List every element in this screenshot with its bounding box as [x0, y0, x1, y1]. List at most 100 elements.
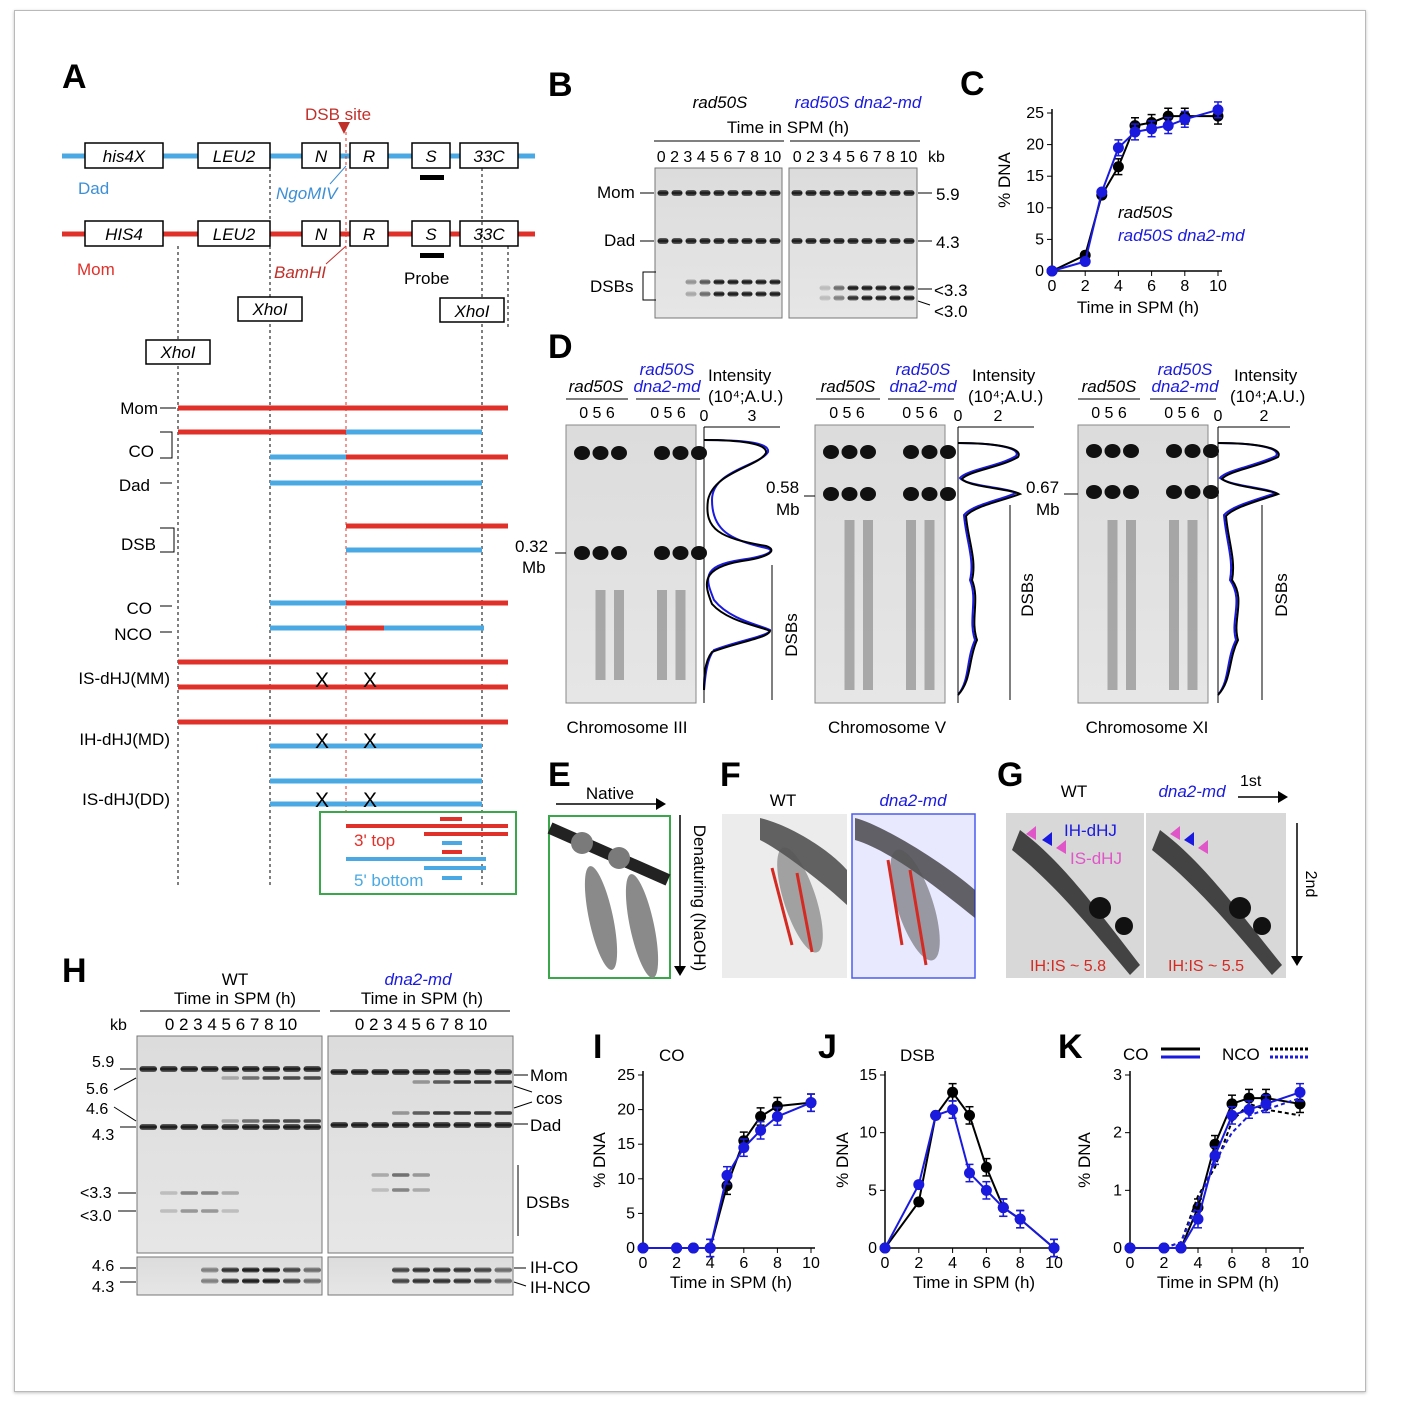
- k-ylabel: % DNA: [1075, 1131, 1094, 1187]
- gel-band: [741, 238, 753, 244]
- d-size: 0.67: [1026, 478, 1059, 497]
- gel-band: [303, 1076, 321, 1080]
- d-g2a: rad50S: [896, 360, 951, 379]
- gel-band: [283, 1119, 301, 1123]
- h-lanes: 0 2 3 4 5 6 7 8 10: [355, 1015, 487, 1034]
- gel-band: [847, 285, 859, 291]
- gel-band: [221, 1076, 239, 1080]
- row-label: CO: [127, 599, 153, 618]
- pfge-band: [1203, 485, 1219, 499]
- f-red-line: [770, 867, 794, 946]
- gel-band: [201, 1209, 219, 1213]
- d-g2b: dna2-md: [1151, 377, 1219, 396]
- gel-band: [875, 190, 887, 196]
- d-int-tick: 0: [1214, 408, 1223, 425]
- junction-x: X: [315, 789, 329, 812]
- gel-band: [139, 1066, 157, 1072]
- e-spot: [571, 832, 593, 854]
- panel-d-chr3: rad50S rad50S dna2-md 0 5 6 0 5 6 Intens…: [515, 360, 801, 737]
- gel-band: [699, 238, 711, 244]
- h-time-title: Time in SPM (h): [361, 989, 483, 1008]
- y-tick-label: 0: [626, 1240, 635, 1257]
- gel-band: [262, 1124, 280, 1130]
- b-band-dsbs: DSBs: [590, 277, 633, 296]
- d-chromosome: Chromosome XI: [1086, 718, 1209, 737]
- gel-band: [819, 238, 831, 244]
- data-point: [1014, 1213, 1026, 1225]
- d-int-tick: 3: [748, 408, 757, 425]
- gel-band: [847, 190, 859, 196]
- y-tick-label: 0: [1035, 263, 1044, 280]
- data-point: [980, 1184, 992, 1196]
- panel-label-i: I: [593, 1028, 602, 1066]
- pfge-band: [903, 445, 919, 459]
- y-tick-label: 10: [859, 1125, 877, 1142]
- data-point: [1179, 113, 1191, 125]
- row-label: Dad: [119, 476, 150, 495]
- pfge-band: [841, 445, 858, 459]
- panel-label-j: J: [818, 1028, 837, 1066]
- gel-band: [671, 190, 683, 196]
- gel-band: [474, 1278, 492, 1284]
- gel-band: [433, 1080, 451, 1084]
- dad-box-label: R: [363, 147, 375, 166]
- gel-band: [494, 1069, 512, 1075]
- mom-box-n: [301, 220, 341, 247]
- pfge-band: [1184, 444, 1201, 458]
- g-ih-label: IH-dHJ: [1064, 821, 1117, 840]
- y-tick-label: 3: [1113, 1067, 1122, 1084]
- gel-band: [861, 238, 873, 244]
- gel-band: [727, 238, 739, 244]
- mom-box-leu2: [197, 220, 271, 247]
- gel-band: [201, 1191, 219, 1195]
- gel-band: [283, 1278, 301, 1284]
- gel-band: [433, 1267, 451, 1273]
- b-lanes: 0 2 3 4 5 6 7 8 10: [793, 149, 918, 166]
- h-band: cos: [536, 1089, 562, 1108]
- gel-band: [180, 1124, 198, 1130]
- gel-band: [685, 190, 697, 196]
- gel-band: [433, 1069, 451, 1075]
- pfge-band: [1104, 444, 1121, 458]
- h-size: 4.3: [92, 1279, 114, 1296]
- c-legend-2: rad50S dna2-md: [1118, 226, 1245, 245]
- gel-band: [303, 1119, 321, 1123]
- gel-band: [201, 1267, 219, 1273]
- d-intensity: Intensity: [708, 366, 772, 385]
- dad-box-label: LEU2: [213, 147, 256, 166]
- mom-box-label: S: [425, 225, 437, 244]
- g-second-label: 2nd: [1302, 871, 1319, 898]
- gel-band: [262, 1278, 280, 1284]
- gel-band: [685, 291, 697, 297]
- gel-band: [494, 1080, 512, 1084]
- gel-band: [903, 295, 915, 301]
- gel-band: [412, 1111, 430, 1115]
- d-g1: rad50S: [569, 377, 624, 396]
- h-size: 4.6: [92, 1258, 114, 1275]
- d-lanes: 0 5 6: [579, 405, 615, 422]
- series-line: [1130, 1091, 1301, 1249]
- gel-band: [494, 1111, 512, 1115]
- junction-x: X: [363, 730, 377, 753]
- pfge-band: [860, 487, 876, 501]
- gel-band: [453, 1278, 471, 1284]
- gel-band: [819, 190, 831, 196]
- x-tick-label: 6: [982, 1255, 991, 1272]
- d-lanes: 0 5 6: [1164, 405, 1200, 422]
- gel-band: [847, 295, 859, 301]
- gel-band: [262, 1066, 280, 1072]
- y-tick-label: 25: [617, 1067, 635, 1084]
- gel-band: [392, 1122, 410, 1128]
- gel-band: [201, 1278, 219, 1284]
- y-tick-label: 25: [1026, 105, 1044, 122]
- gel-band: [412, 1278, 430, 1284]
- gel-band: [283, 1066, 301, 1072]
- y-tick-label: 15: [859, 1067, 877, 1084]
- pfge-band: [1123, 485, 1139, 499]
- gel-band: [453, 1069, 471, 1075]
- mom-box-label: R: [363, 225, 375, 244]
- gel-band: [713, 190, 725, 196]
- gel-band: [412, 1069, 430, 1075]
- pfge-band: [921, 487, 938, 501]
